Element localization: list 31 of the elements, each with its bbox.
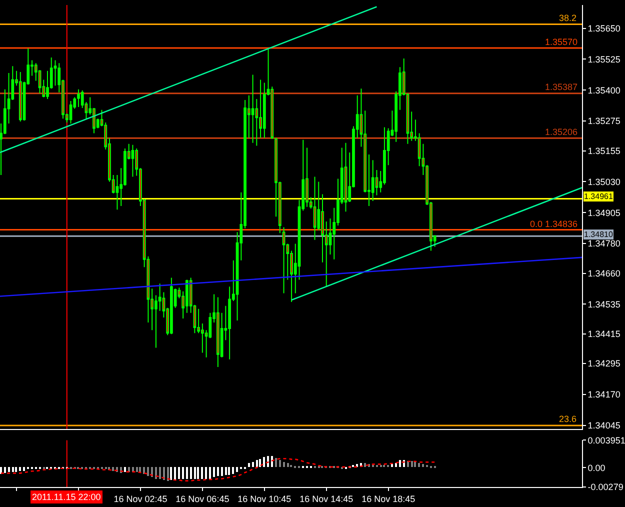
x-tick-label: 16 Nov 10:45 xyxy=(238,494,292,504)
y-tick-label: 1.35275 xyxy=(588,116,620,126)
annotation: 1.34810 xyxy=(584,230,614,239)
y-tick-label: 1.35155 xyxy=(588,146,620,156)
x-tick-label: 16 Nov 14:45 xyxy=(300,494,354,504)
y-tick-label: 1.34660 xyxy=(588,268,620,278)
y-tick-label: 1.34535 xyxy=(588,299,620,310)
x-tick-label: 16 Nov 06:45 xyxy=(176,494,230,504)
x-tick-label: 16 Nov 18:45 xyxy=(362,494,416,504)
y-tick-label: 1.35650 xyxy=(588,23,620,34)
annotation: 23.6 xyxy=(559,414,577,424)
y-tick-label: 1.34905 xyxy=(588,208,620,218)
y-tick-label: 1.35525 xyxy=(588,54,620,64)
ref-line-label: 1.35206 xyxy=(545,127,578,137)
y-tick-label: 1.34415 xyxy=(588,329,620,340)
ref-line-label: 0.0 1.34836 xyxy=(530,219,578,229)
ref-line-label: 1.35387 xyxy=(545,82,578,92)
y-tick-label: 1.34780 xyxy=(588,238,620,249)
ref-line-label: 2011.11.15 22:00 xyxy=(32,492,101,502)
y-tick-label: 0.00 xyxy=(588,462,606,473)
y-tick-label: 1.34170 xyxy=(588,390,620,400)
ref-line-label: 1.35570 xyxy=(545,37,578,47)
y-tick-label: 1.35030 xyxy=(588,176,620,187)
y-tick-label: 1.34295 xyxy=(588,358,620,369)
y-tick-label: 0.003951 xyxy=(588,435,625,446)
annotation: 1.34961 xyxy=(584,192,614,201)
annotation: 38.2 xyxy=(559,13,577,23)
y-tick-label: 1.35400 xyxy=(588,85,620,96)
x-tick-label: 16 Nov 02:45 xyxy=(114,494,168,504)
y-tick-label: 1.34045 xyxy=(588,420,620,431)
y-tick-label: -0.00279 xyxy=(588,482,624,492)
